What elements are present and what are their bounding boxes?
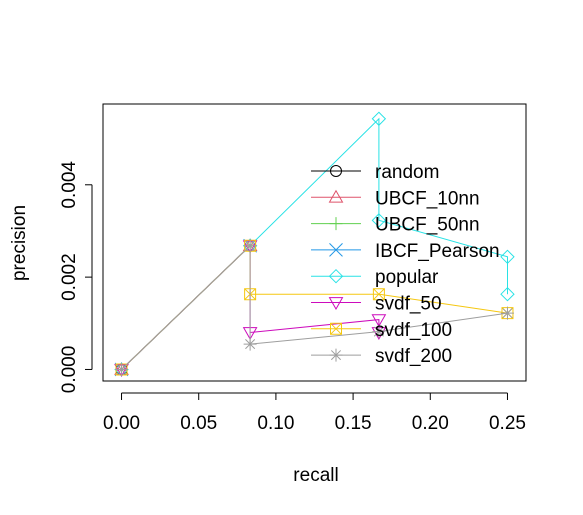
series-layer [114, 111, 515, 377]
legend-item: random [311, 162, 439, 183]
legend-item: IBCF_Pearson [311, 241, 500, 262]
legend-item: svdf_50 [311, 294, 442, 315]
legend-label: svdf_100 [375, 320, 452, 341]
y-tick-label: 0.004 [59, 161, 80, 209]
legend-marker [330, 165, 342, 177]
x-tick-label: 0.10 [257, 413, 294, 434]
y-tick-label: 0.000 [59, 346, 80, 394]
data-point [371, 111, 387, 126]
legend-marker [328, 297, 344, 311]
legend-marker [328, 268, 344, 284]
series-svdf-200 [115, 239, 514, 376]
data-point [243, 239, 257, 253]
x-axis: 0.00 0.05 0.10 0.15 0.20 0.25 [103, 392, 526, 434]
legend-item: svdf_200 [311, 346, 452, 367]
legend-item: UBCF_10nn [311, 188, 480, 209]
x-tick-label: 0.15 [335, 413, 372, 434]
data-point [500, 249, 515, 265]
y-axis-title: precision [9, 205, 30, 281]
legend-label: popular [375, 267, 439, 288]
legend-marker [329, 243, 343, 257]
x-tick-label: 0.05 [180, 413, 217, 434]
legend-marker [328, 189, 344, 203]
data-point [500, 286, 515, 302]
data-point [115, 362, 129, 376]
data-point [371, 314, 387, 328]
legend-label: IBCF_Pearson [375, 241, 500, 262]
y-tick-label: 0.002 [59, 253, 80, 301]
legend-marker [330, 322, 342, 335]
data-point [500, 306, 514, 320]
legend-item: svdf_100 [311, 320, 452, 341]
data-point [372, 288, 385, 301]
data-point [372, 325, 386, 339]
x-axis-title: recall [293, 465, 338, 486]
legend-item: popular [311, 267, 439, 288]
x-tick-label: 0.25 [489, 413, 526, 434]
plot-box [102, 103, 527, 382]
y-axis: 0.000 0.002 0.004 [59, 161, 93, 394]
data-point [371, 213, 387, 228]
legend-marker [329, 217, 343, 231]
x-tick-label: 0.20 [412, 413, 449, 434]
x-tick-label: 0.00 [103, 413, 140, 434]
legend-label: svdf_50 [375, 294, 442, 315]
legend-item: UBCF_50nn [311, 215, 480, 236]
legend-marker [329, 348, 343, 362]
legend: random UBCF_10nn UBCF_50nn IBCF_Pearsonpopu… [311, 162, 500, 367]
legend-label: UBCF_50nn [375, 215, 480, 236]
legend-label: svdf_200 [375, 346, 452, 367]
data-point [243, 337, 257, 351]
legend-label: UBCF_10nn [375, 188, 480, 209]
legend-label: random [375, 162, 439, 183]
